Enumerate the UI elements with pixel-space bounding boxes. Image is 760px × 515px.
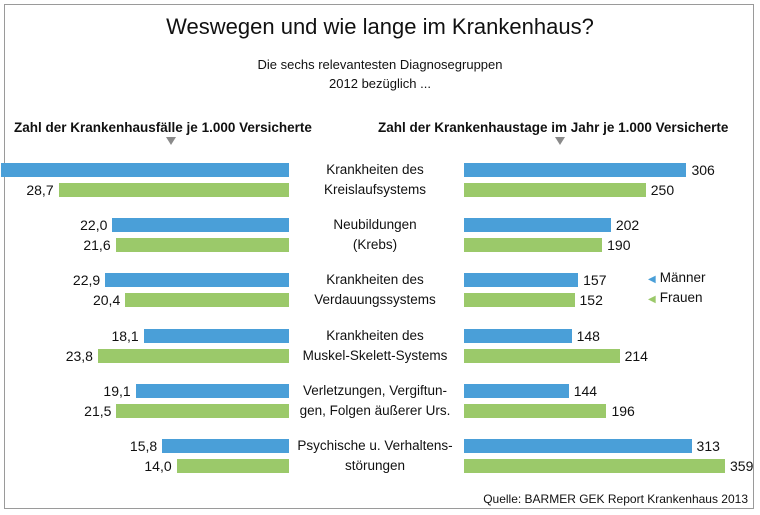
right-bar-maenner-2 — [464, 273, 579, 288]
right-value-label-maenner-0: 306 — [691, 162, 715, 178]
legend-marker-frauen-icon: ◀ — [648, 294, 656, 305]
left-bar-frauen-4 — [116, 403, 289, 418]
left-value-label-maenner-1: 22,0 — [80, 217, 108, 234]
left-bar-frauen-2 — [125, 293, 289, 308]
category-label-line: Verdauungssystems — [314, 292, 436, 308]
left-value-label-frauen-4: 21,5 — [84, 402, 112, 419]
category-label-5: Psychische u. Verhaltens-störungen — [295, 436, 455, 476]
left-bar-frauen-1 — [115, 238, 289, 253]
right-bar-maenner-1 — [464, 218, 611, 233]
right-value-label-frauen-4: 196 — [611, 402, 635, 419]
legend-item-maenner: ◀ Männer — [648, 270, 705, 285]
left-bar-maenner-2 — [105, 273, 289, 288]
left-value-label-frauen-5: 14,0 — [144, 458, 172, 474]
legend-marker-maenner-icon: ◀ — [648, 274, 656, 285]
left-value-label-frauen-0: 28,7 — [26, 182, 54, 198]
category-label-line: gen, Folgen äußerer Urs. — [299, 402, 451, 418]
left-bar-maenner-3 — [143, 328, 289, 343]
left-value-label-maenner-2: 22,9 — [72, 272, 101, 289]
category-label-2: Krankheiten des Verdauungssystems — [295, 270, 455, 310]
category-label-line: Krankheiten des — [326, 272, 424, 288]
right-bar-frauen-4 — [464, 403, 607, 418]
right-bar-frauen-5 — [464, 459, 725, 473]
category-label-line: Muskel-Skelett-Systems — [302, 347, 448, 363]
chart-title: Weswegen und wie lange im Krankenhaus? — [166, 14, 594, 39]
right-bar-frauen-3 — [464, 348, 620, 363]
left-value-label-frauen-1: 21,6 — [83, 237, 111, 254]
left-bar-frauen-3 — [97, 348, 289, 363]
right-bar-frauen-1 — [464, 238, 603, 253]
right-value-label-frauen-5: 359 — [730, 458, 754, 474]
right-value-label-maenner-5: 313 — [696, 438, 720, 454]
chart-subtitle-line1: Die sechs relevantesten Diagnosegruppen — [257, 57, 503, 72]
right-value-label-frauen-2: 152 — [579, 292, 603, 309]
left-value-label-maenner-4: 19,1 — [103, 382, 131, 399]
left-value-label-frauen-2: 20,4 — [92, 292, 121, 309]
left-bar-frauen-5 — [176, 459, 289, 473]
left-bar-maenner-0 — [0, 163, 289, 177]
right-panel-label: Zahl der Krankenhaustage im Jahr je 1.00… — [378, 120, 729, 135]
right-value-label-maenner-2: 157 — [583, 272, 607, 289]
right-value-label-frauen-0: 250 — [650, 182, 675, 198]
right-bar-maenner-0 — [464, 163, 687, 177]
category-label-line: Neubildungen — [333, 217, 417, 233]
left-panel-label: Zahl der Krankenhausfälle je 1.000 Versi… — [14, 120, 312, 135]
category-label-3: Krankheiten des Muskel-Skelett-Systems — [295, 326, 455, 366]
chart-subtitle-line2: 2012 bezüglich ... — [329, 76, 431, 91]
left-bar-maenner-5 — [162, 439, 289, 453]
right-value-label-frauen-1: 190 — [607, 237, 631, 254]
right-bar-frauen-2 — [464, 293, 575, 308]
source-note: Quelle: BARMER GEK Report Krankenhaus 20… — [483, 492, 748, 506]
left-bar-maenner-4 — [135, 383, 289, 398]
right-value-label-maenner-3: 148 — [576, 327, 600, 344]
category-label-line: Kreislaufsystems — [323, 182, 427, 197]
category-label-1: Neubildungen (Krebs) — [295, 215, 455, 255]
legend-item-frauen: ◀ Frauen — [648, 290, 702, 305]
right-bar-frauen-0 — [464, 183, 646, 197]
right-panel-arrow-icon — [555, 137, 565, 145]
right-bar-maenner-4 — [464, 383, 569, 398]
category-label-line: störungen — [344, 458, 406, 473]
category-label-line: Krankheiten des — [326, 162, 424, 177]
right-value-label-frauen-3: 214 — [624, 347, 648, 364]
left-bar-frauen-0 — [58, 183, 289, 197]
left-value-label-maenner-5: 15,8 — [129, 438, 158, 454]
left-panel-arrow-icon — [166, 137, 176, 145]
left-value-label-frauen-3: 23,8 — [65, 347, 93, 364]
category-label-4: Verletzungen, Vergiftun-gen, Folgen äuße… — [295, 381, 455, 421]
right-value-label-maenner-1: 202 — [615, 217, 640, 234]
right-bar-maenner-5 — [464, 439, 692, 453]
chart-frame — [4, 4, 754, 509]
category-label-line: (Krebs) — [352, 237, 398, 253]
right-value-label-maenner-4: 144 — [573, 382, 598, 399]
left-value-label-maenner-3: 18,1 — [111, 327, 139, 344]
left-bar-maenner-1 — [112, 218, 289, 233]
legend-label-maenner: Männer — [659, 270, 706, 285]
category-label-line: Verletzungen, Vergiftun- — [302, 382, 448, 398]
category-label-line: Krankheiten des — [326, 327, 424, 343]
category-label-0: Krankheiten des Kreislaufsystems — [295, 160, 455, 200]
right-bar-maenner-3 — [464, 328, 572, 343]
category-label-line: Psychische u. Verhaltens- — [297, 438, 453, 453]
legend-label-frauen: Frauen — [659, 290, 703, 305]
